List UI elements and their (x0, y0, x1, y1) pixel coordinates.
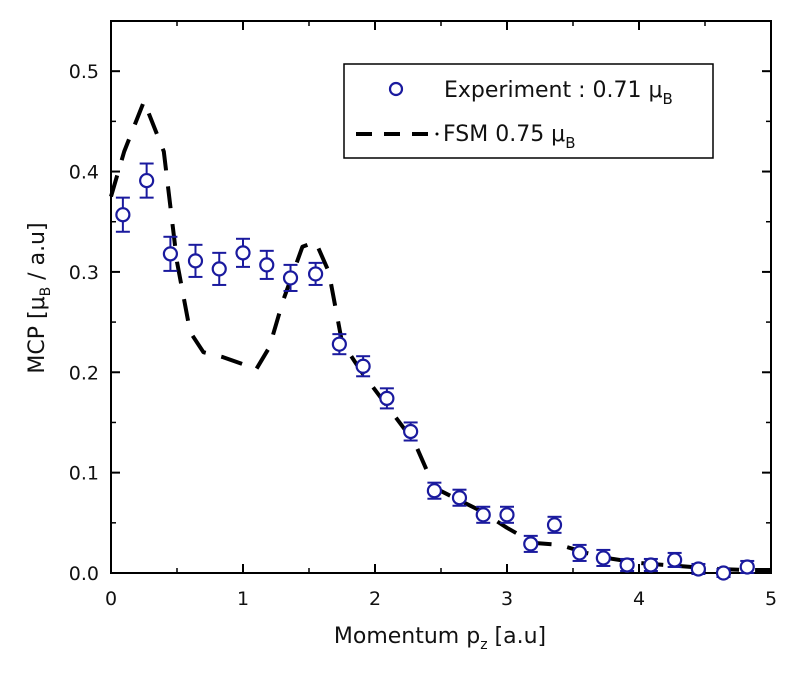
experiment-point (162, 235, 178, 272)
x-tick-label: 3 (501, 588, 513, 610)
experiment-point (139, 162, 155, 199)
data-marker (571, 545, 588, 561)
experiment-point (643, 557, 659, 573)
legend-box (343, 63, 714, 159)
legend-fsm-label: FSM 0.75 μB (443, 122, 575, 152)
data-marker (690, 561, 707, 577)
data-marker (667, 552, 683, 568)
experiment-point (739, 559, 755, 575)
experiment-point (523, 534, 539, 553)
legend-fsm-dot (435, 132, 439, 136)
experiment-point (259, 249, 275, 280)
data-marker (426, 483, 442, 499)
experiment-point (499, 505, 515, 524)
experiment-point (667, 551, 683, 568)
y-tick-label: 0.1 (69, 463, 99, 485)
data-marker (115, 207, 131, 223)
x-tick-label: 0 (105, 588, 117, 610)
data-marker (475, 507, 491, 523)
experiment-point (475, 505, 491, 524)
experiment-point (451, 488, 468, 507)
data-marker (331, 336, 347, 352)
data-marker (403, 423, 419, 440)
experiment-point (546, 515, 563, 534)
data-marker (187, 253, 204, 269)
data-marker (162, 246, 178, 262)
experiment-point (595, 548, 611, 567)
experiment-point (115, 196, 131, 233)
data-marker (595, 550, 611, 566)
axis-ticks: 0 1 2 3 4 5 0.0 0.1 0.2 0.3 0.4 0.5 (69, 21, 777, 610)
experiment-point (187, 243, 204, 278)
y-tick-label: 0.2 (69, 362, 99, 384)
experiment-point (690, 561, 707, 577)
x-tick-label: 1 (237, 588, 249, 610)
x-tick-label: 4 (633, 588, 645, 610)
data-marker (282, 270, 299, 286)
experiment-point (403, 421, 419, 442)
data-marker (643, 557, 659, 573)
data-marker (715, 565, 732, 581)
data-marker (546, 517, 563, 533)
experiment-point (235, 237, 251, 268)
x-tick-label: 2 (369, 588, 381, 610)
experiment-point (715, 565, 732, 581)
experiment-point (282, 263, 299, 292)
x-tick-label: 5 (765, 588, 777, 610)
x-axis-title: Momentum pz [a.u] (334, 624, 546, 653)
data-marker (379, 390, 395, 406)
y-tick-label: 0.4 (69, 162, 99, 184)
data-marker (739, 559, 755, 575)
experiment-point (211, 251, 227, 286)
data-marker (451, 490, 468, 506)
experiment-point (619, 557, 635, 573)
experiment-point (308, 261, 324, 286)
legend-experiment-label: Experiment : 0.71 μB (444, 78, 673, 108)
experiment-point (426, 481, 442, 500)
y-tick-label: 0.0 (69, 563, 99, 585)
experiment-point (571, 543, 588, 562)
data-marker (499, 507, 515, 523)
data-marker (139, 172, 155, 189)
experiment-points (115, 162, 755, 581)
data-marker (308, 266, 324, 282)
y-tick-label: 0.3 (69, 262, 99, 284)
y-axis-title: MCP [μB / a.u] (25, 222, 54, 373)
experiment-point (379, 387, 395, 410)
data-marker (235, 245, 251, 261)
legend: Experiment : 0.71 μB FSM 0.75 μB (343, 63, 714, 159)
data-marker (211, 261, 227, 277)
data-marker (259, 257, 275, 273)
experiment-point (355, 355, 371, 378)
data-marker (523, 536, 539, 552)
legend-experiment-marker (388, 81, 404, 97)
data-marker (355, 358, 371, 374)
data-marker (619, 557, 635, 573)
experiment-point (331, 333, 347, 356)
y-tick-label: 0.5 (69, 61, 99, 83)
